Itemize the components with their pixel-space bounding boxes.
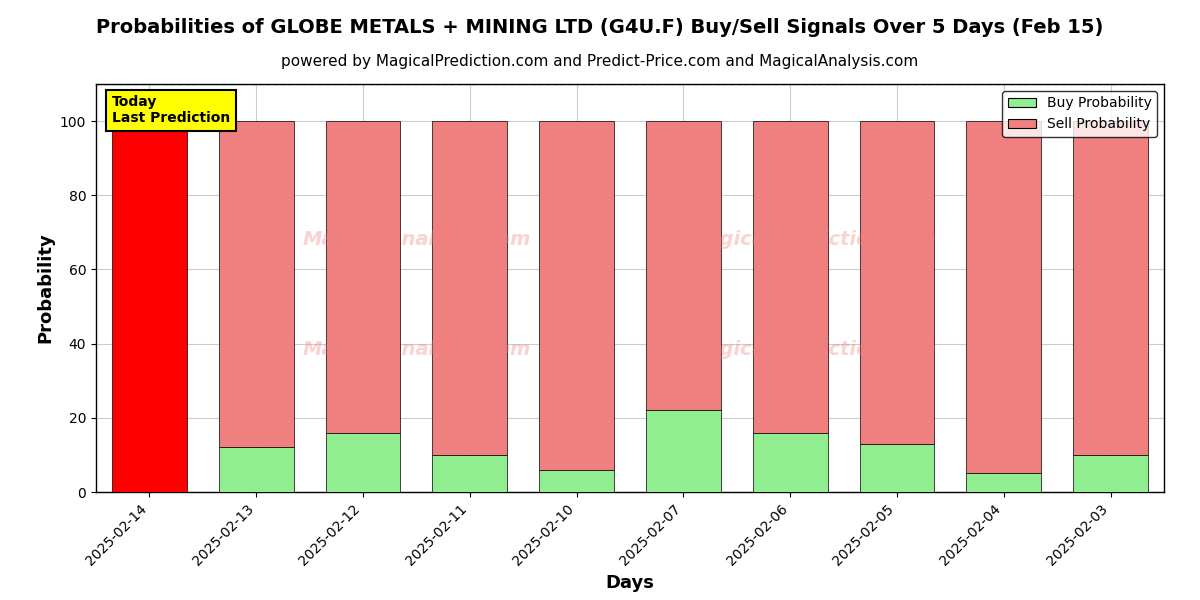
Bar <box>859 444 935 492</box>
Text: powered by MagicalPrediction.com and Predict-Price.com and MagicalAnalysis.com: powered by MagicalPrediction.com and Pre… <box>281 54 919 69</box>
Legend: Buy Probability, Sell Probability: Buy Probability, Sell Probability <box>1002 91 1157 137</box>
Bar <box>432 121 508 455</box>
Text: MagicalPrediction.com: MagicalPrediction.com <box>688 230 936 248</box>
Bar <box>646 121 721 410</box>
Bar <box>325 433 401 492</box>
Text: MagicalPrediction.com: MagicalPrediction.com <box>688 340 936 359</box>
Bar <box>966 473 1042 492</box>
Bar <box>325 121 401 433</box>
Bar <box>218 121 294 448</box>
X-axis label: Days: Days <box>606 574 654 592</box>
Bar <box>752 433 828 492</box>
Bar <box>859 121 935 444</box>
Text: MagicalAnalysis.com: MagicalAnalysis.com <box>302 230 530 248</box>
Bar <box>752 121 828 433</box>
Text: MagicalAnalysis.com: MagicalAnalysis.com <box>302 340 530 359</box>
Bar <box>432 455 508 492</box>
Text: Today
Last Prediction: Today Last Prediction <box>112 95 230 125</box>
Bar <box>646 410 721 492</box>
Text: Probabilities of GLOBE METALS + MINING LTD (G4U.F) Buy/Sell Signals Over 5 Days : Probabilities of GLOBE METALS + MINING L… <box>96 18 1104 37</box>
Y-axis label: Probability: Probability <box>36 233 54 343</box>
Bar <box>539 121 614 470</box>
Bar <box>966 121 1042 473</box>
Bar <box>539 470 614 492</box>
Bar <box>218 448 294 492</box>
Bar <box>1073 121 1148 455</box>
Bar <box>112 121 187 492</box>
Bar <box>1073 455 1148 492</box>
